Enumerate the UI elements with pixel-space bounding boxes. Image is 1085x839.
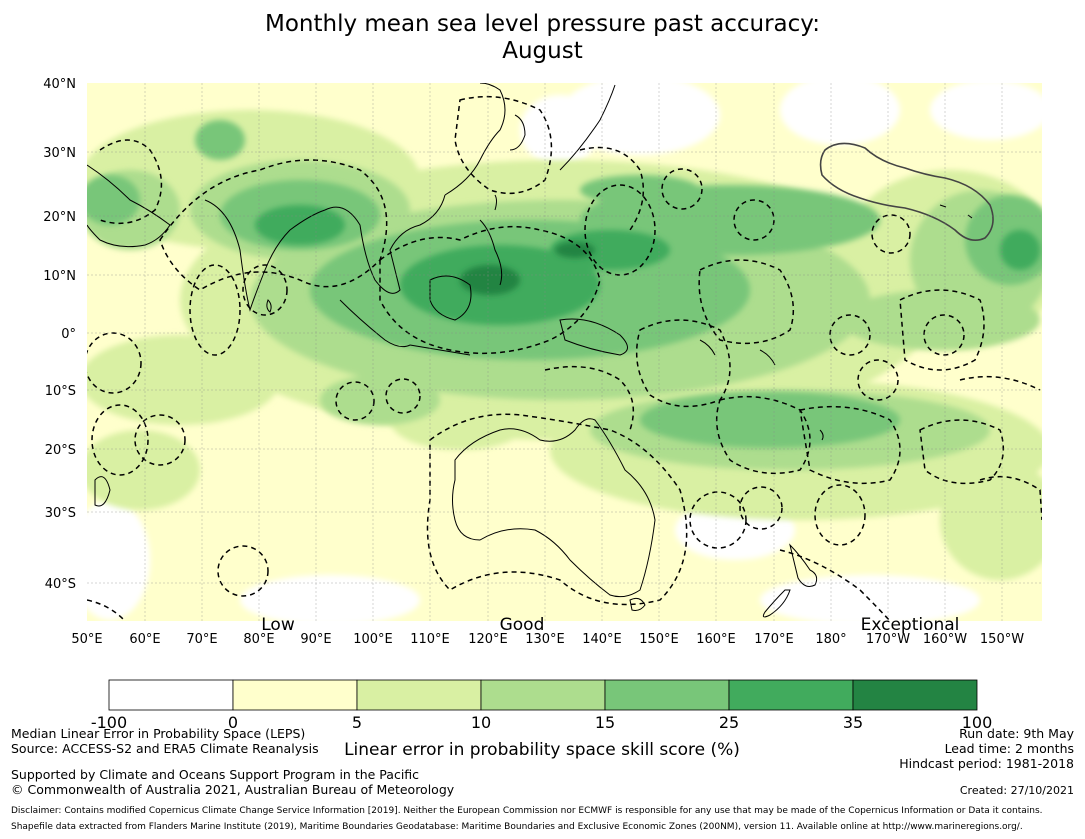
colorbar-swatch <box>108 679 234 711</box>
lat-label: 30°N <box>43 146 76 161</box>
map-title: Monthly mean sea level pressure past acc… <box>265 11 820 37</box>
category-label-good: Good <box>500 615 545 635</box>
lat-label: 20°S <box>45 443 76 458</box>
lon-label: 50°E <box>71 632 102 647</box>
colorbar-swatch <box>356 679 482 711</box>
lon-label: 120°E <box>468 632 508 647</box>
category-label-low: Low <box>261 615 295 635</box>
lon-label: 130°E <box>525 632 565 647</box>
shapefile-credit: Shapefile data extracted from Flanders M… <box>11 822 1023 832</box>
lat-label: 40°S <box>45 577 76 592</box>
lat-label: 20°N <box>43 210 76 225</box>
colorbar-tick: -100 <box>91 713 127 732</box>
lat-label: 10°N <box>43 269 76 284</box>
colorbar <box>108 679 978 711</box>
colorbar-swatch <box>232 679 358 711</box>
lon-label: 160°E <box>696 632 736 647</box>
colorbar-swatch <box>728 679 854 711</box>
colorbar-tick: 10 <box>471 713 491 732</box>
lat-label: 30°S <box>45 506 76 521</box>
colorbar-tick: 25 <box>719 713 739 732</box>
support-text: Supported by Climate and Oceans Support … <box>11 767 420 782</box>
source-text: Source: ACCESS-S2 and ERA5 Climate Reana… <box>11 741 319 756</box>
lon-label: 100°E <box>353 632 393 647</box>
lon-label: 150°W <box>980 632 1024 647</box>
lead-time: Lead time: 2 months <box>944 741 1074 756</box>
lon-label: 180° <box>815 632 846 647</box>
run-date: Run date: 9th May <box>959 726 1074 741</box>
lon-label: 160°W <box>923 632 967 647</box>
lon-label: 60°E <box>129 632 160 647</box>
lon-label: 90°E <box>300 632 331 647</box>
colorbar-tick: 35 <box>843 713 863 732</box>
colorbar-tick: 0 <box>228 713 238 732</box>
lon-label: 170°W <box>866 632 910 647</box>
lon-label: 170°E <box>754 632 794 647</box>
leps-description: Median Linear Error in Probability Space… <box>11 726 306 741</box>
lat-label: 10°S <box>45 384 76 399</box>
colorbar-swatch <box>604 679 730 711</box>
disclaimer-text: Disclaimer: Contains modified Copernicus… <box>11 806 1043 816</box>
colorbar-swatch <box>852 679 978 711</box>
lat-label: 0° <box>61 327 76 342</box>
lat-label: 40°N <box>43 77 76 92</box>
copyright-text: © Commonwealth of Australia 2021, Austra… <box>11 782 455 797</box>
colorbar-tick: 5 <box>352 713 362 732</box>
skill-field <box>87 83 1042 621</box>
lon-label: 110°E <box>410 632 450 647</box>
colorbar-tick: 15 <box>595 713 615 732</box>
colorbar-swatch <box>480 679 606 711</box>
colorbar-label: Linear error in probability space skill … <box>344 740 740 760</box>
lon-label: 70°E <box>186 632 217 647</box>
lon-label: 140°E <box>582 632 622 647</box>
lon-label: 80°E <box>243 632 274 647</box>
lon-label: 150°E <box>639 632 679 647</box>
colorbar-tick: 100 <box>962 713 993 732</box>
map-subtitle: August <box>502 38 583 64</box>
created-date: Created: 27/10/2021 <box>959 784 1074 797</box>
hindcast-period: Hindcast period: 1981-2018 <box>899 756 1074 771</box>
category-label-exceptional: Exceptional <box>861 615 960 635</box>
